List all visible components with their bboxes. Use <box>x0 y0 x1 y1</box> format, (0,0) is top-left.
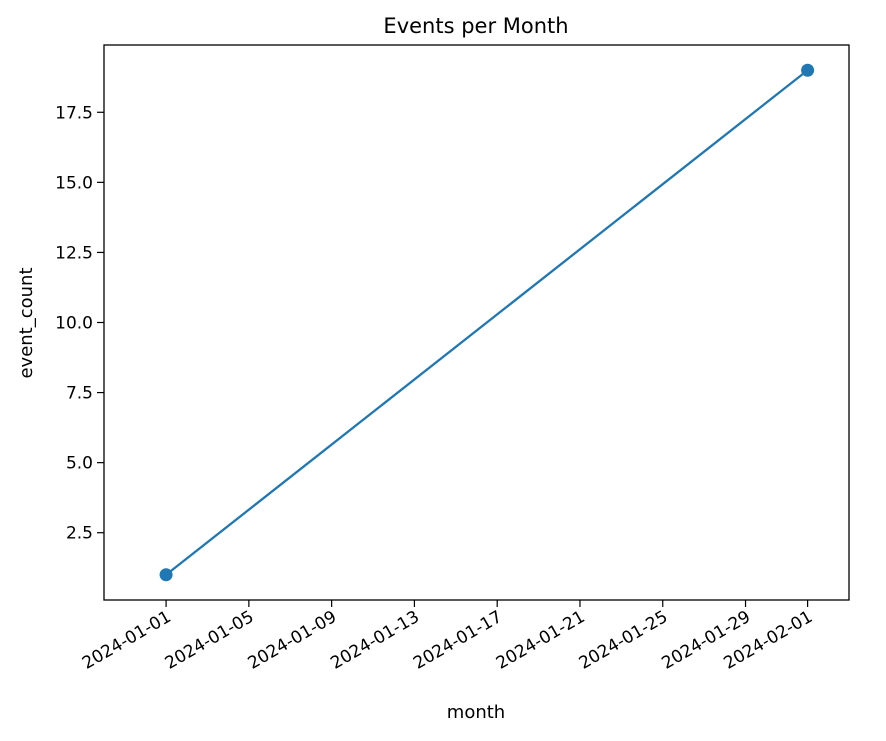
x-tick-label: 2024-01-13 <box>327 607 423 674</box>
y-axis-ticks: 2.5 5.0 7.5 10.0 12.5 15.0 17.5 <box>55 103 104 544</box>
x-tick-label: 2024-01-09 <box>245 607 341 674</box>
x-tick-label: 2024-01-17 <box>410 607 506 674</box>
data-point <box>159 568 173 582</box>
series-line <box>164 69 809 576</box>
x-tick-label: 2024-01-05 <box>162 607 258 674</box>
y-tick-label: 10.0 <box>55 314 93 334</box>
x-axis-label: month <box>447 702 505 723</box>
y-tick-label: 17.5 <box>55 103 93 123</box>
x-tick-label: 2024-01-01 <box>79 607 175 674</box>
y-tick-label: 5.0 <box>66 454 93 474</box>
data-point <box>801 63 815 77</box>
y-tick-label: 7.5 <box>66 384 93 404</box>
y-tick-label: 12.5 <box>55 243 93 263</box>
series-layer <box>159 63 815 582</box>
plot-frame <box>103 44 850 601</box>
y-tick-label: 2.5 <box>66 524 93 544</box>
y-tick-label: 15.0 <box>55 173 93 193</box>
x-tick-label: 2024-01-25 <box>576 607 672 674</box>
y-axis-label: event_count <box>16 267 37 378</box>
x-tick-label: 2024-01-21 <box>493 607 589 674</box>
plot-background <box>104 45 849 600</box>
x-axis-ticks: 2024-01-012024-01-052024-01-092024-01-13… <box>79 600 816 674</box>
chart-title: Events per Month <box>383 14 568 38</box>
